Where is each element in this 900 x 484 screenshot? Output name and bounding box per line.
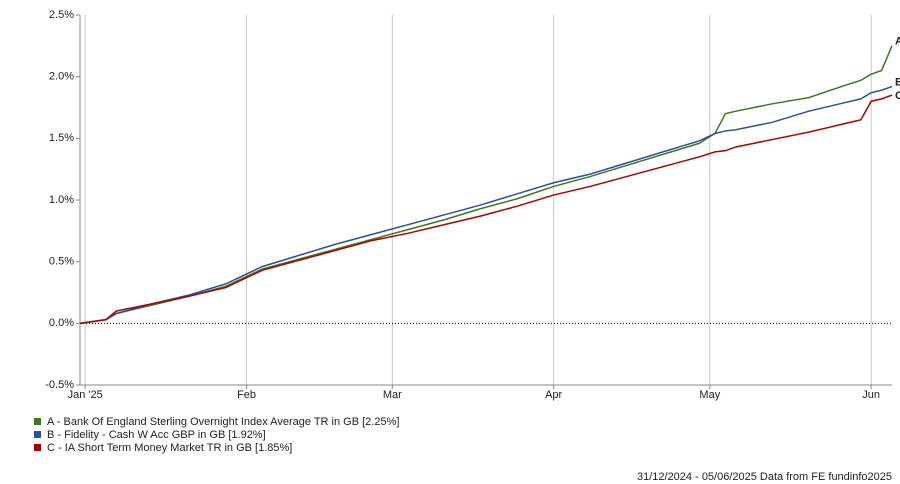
y-tick-label: 1.5%	[49, 132, 74, 144]
end-label: A	[895, 36, 900, 48]
series-line	[79, 94, 893, 325]
x-tick-label: Jan '25	[68, 389, 103, 401]
y-tick-label: 2.5%	[49, 9, 74, 21]
y-tick-label: 0.5%	[49, 256, 74, 268]
end-label: C	[895, 90, 900, 102]
legend-label: A - Bank Of England Sterling Overnight I…	[47, 416, 399, 428]
x-tick-label: Apr	[545, 389, 562, 401]
legend-label: B - Fidelity - Cash W Acc GBP in GB [1.9…	[47, 429, 266, 441]
legend-swatch	[34, 418, 41, 425]
end-label: B	[895, 76, 900, 88]
legend-label: C - IA Short Term Money Market TR in GB …	[47, 442, 292, 454]
series-line	[79, 85, 893, 325]
x-tick-label: Jun	[862, 389, 880, 401]
y-tick-label: 1.0%	[49, 194, 74, 206]
footer: 31/12/2024 - 05/06/2025 Data from FE fun…	[637, 471, 892, 483]
legend-swatch	[34, 444, 41, 451]
legend-swatch	[34, 431, 41, 438]
series-line	[79, 45, 893, 325]
x-tick-label: May	[699, 389, 720, 401]
x-tick-label: Mar	[383, 389, 402, 401]
y-tick-label: 2.0%	[49, 71, 74, 83]
y-tick-label: 0.0%	[49, 317, 74, 329]
x-tick-label: Feb	[237, 389, 256, 401]
y-tick-label: -0.5%	[45, 379, 74, 391]
